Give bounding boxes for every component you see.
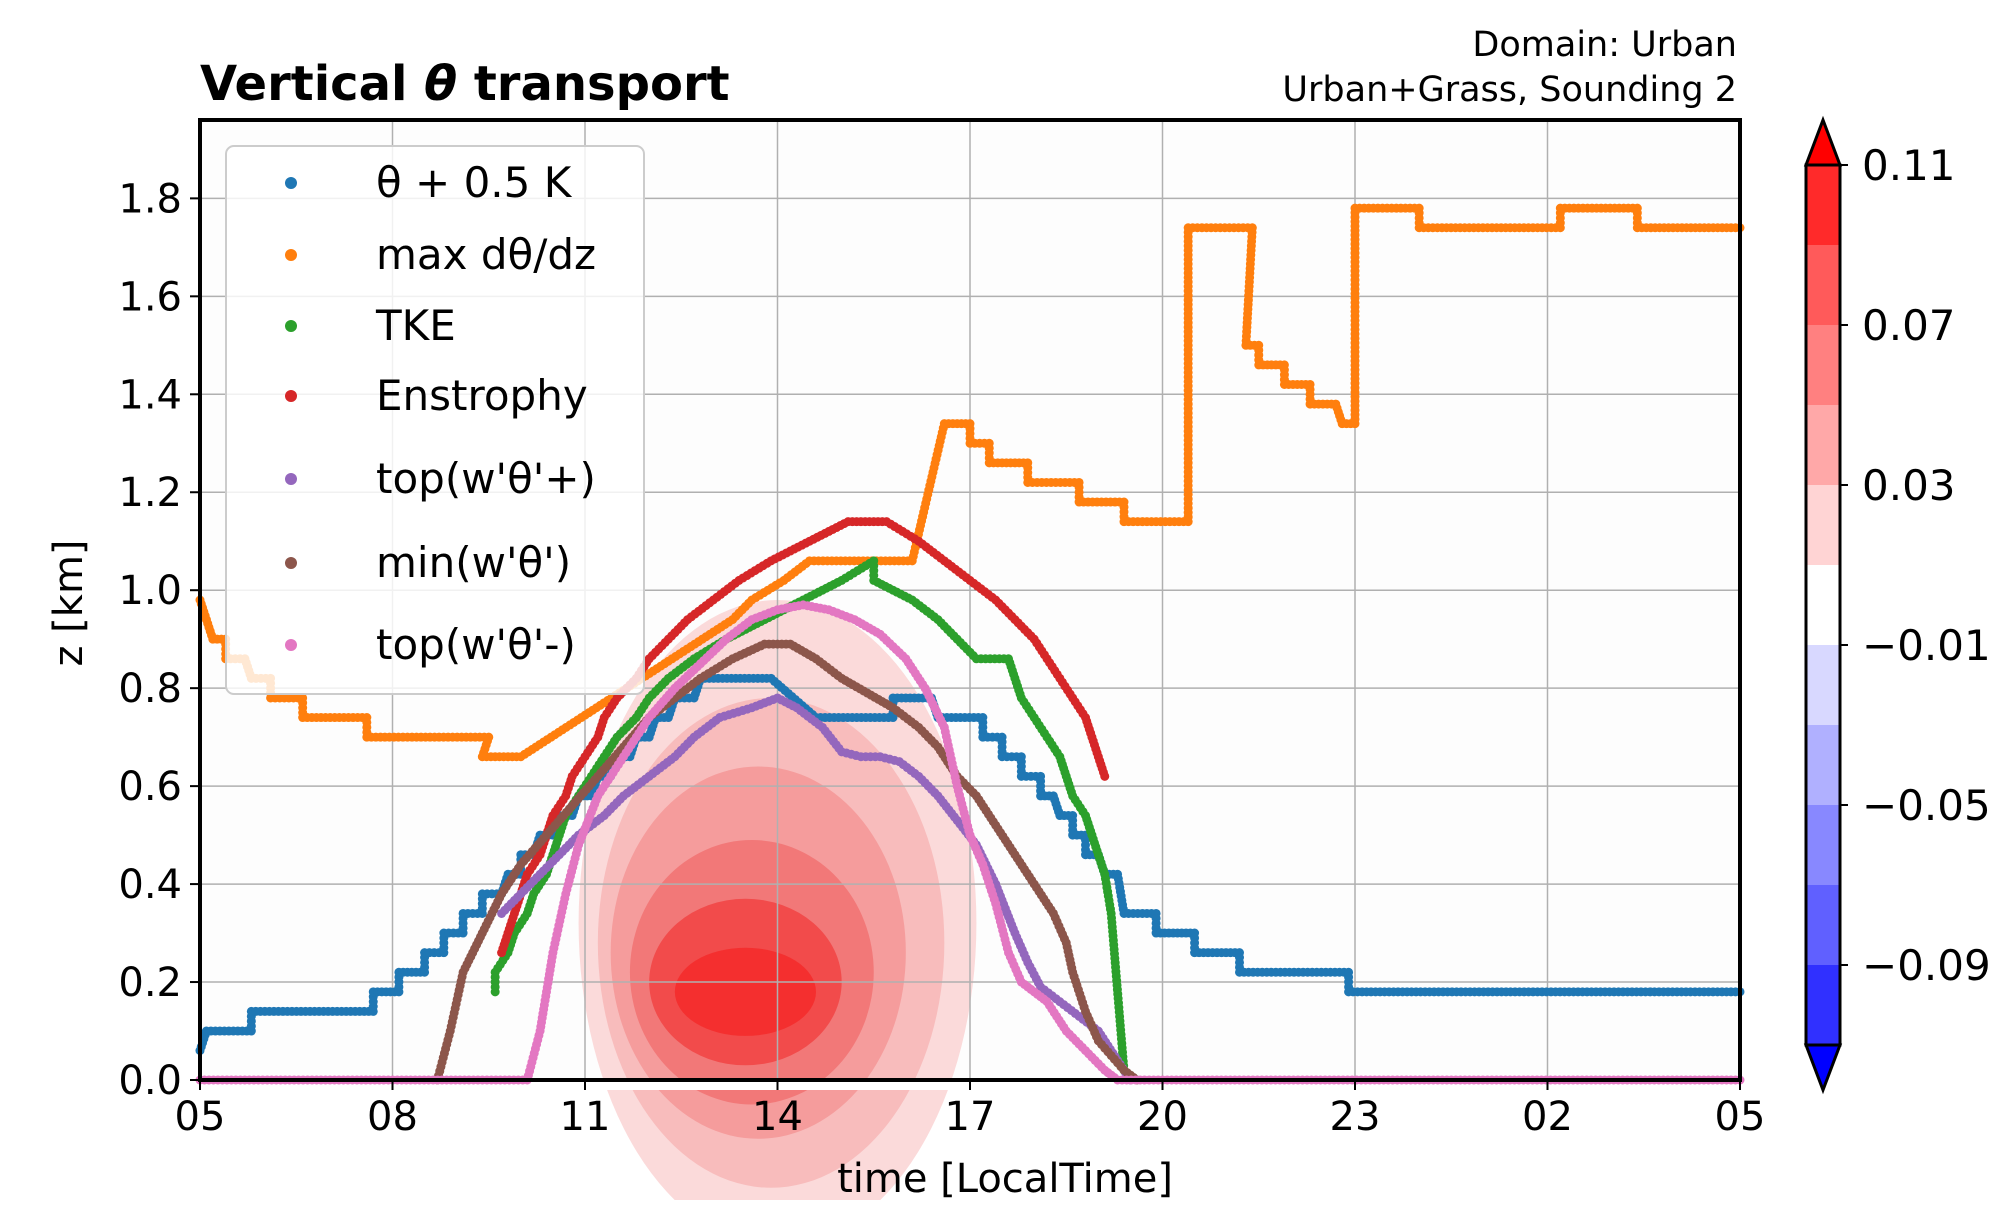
x-axis-label: time [LocalTime] <box>837 1156 1173 1200</box>
colorbar-extend-max <box>1803 115 1843 167</box>
x-tick-label-2: 11 <box>560 1094 611 1140</box>
colorbar-level-4 <box>1806 485 1840 566</box>
colorbar-level-8 <box>1806 805 1840 886</box>
subtitle-line-1: Domain: Urban <box>1472 25 1737 65</box>
y-tick-label-5: 1.0 <box>118 568 182 614</box>
x-tick-label-8: 05 <box>1715 1094 1766 1140</box>
y-tick-label-4: 0.8 <box>118 666 182 712</box>
colorbar-tick-label-1: 0.07 <box>1862 301 1956 350</box>
colorbar-tick-label-0: 0.11 <box>1862 141 1956 190</box>
legend-marker-tke <box>285 320 297 332</box>
x-tick-label-4: 17 <box>945 1094 996 1140</box>
series-enstrophy-point <box>1100 771 1110 781</box>
legend-marker-maxdtdz <box>285 249 297 261</box>
legend-marker-topwpos <box>285 473 297 485</box>
legend-label-topwpos: top(w'θ'+) <box>376 454 596 503</box>
x-tick-label-7: 02 <box>1522 1094 1573 1140</box>
legend-label-enstrophy: Enstrophy <box>376 371 588 420</box>
y-axis-label: z [km] <box>46 539 92 666</box>
legend-box <box>225 145 645 695</box>
legend-label-theta: θ + 0.5 K <box>376 158 573 207</box>
legend-label-maxdtdz: max dθ/dz <box>376 230 596 279</box>
y-tick-label-3: 0.6 <box>118 764 182 810</box>
colorbar-tick-label-4: −0.05 <box>1862 781 1991 830</box>
subtitle-line-2: Urban+Grass, Sounding 2 <box>1282 70 1737 110</box>
series-enstrophy <box>497 517 1110 958</box>
y-tick-label-7: 1.4 <box>118 372 182 418</box>
x-tick-label-6: 23 <box>1330 1094 1381 1140</box>
x-tick-label-3: 14 <box>752 1094 803 1140</box>
colorbar-level-3 <box>1806 405 1840 486</box>
series-maxdtdz <box>195 203 1745 762</box>
legend-label-tke: TKE <box>375 301 456 350</box>
colorbar-level-6 <box>1806 645 1840 726</box>
y-tick-label-9: 1.8 <box>118 176 182 222</box>
y-tick-label-2: 0.4 <box>118 862 182 908</box>
colorbar-level-0 <box>1806 165 1840 246</box>
legend-label-minw: min(w'θ') <box>376 538 571 587</box>
colorbar-level-10 <box>1806 965 1840 1046</box>
colorbar-tick-label-3: −0.01 <box>1862 621 1991 670</box>
legend-marker-minw <box>285 557 297 569</box>
legend-marker-enstrophy <box>285 390 297 402</box>
chart-title: Vertical θ transport <box>200 56 730 112</box>
legend-marker-topwneg <box>285 639 297 651</box>
colorbar-frame <box>1804 163 1842 1047</box>
colorbar-level-1 <box>1806 245 1840 326</box>
colorbar-level-5 <box>1806 565 1840 646</box>
colorbar-level-7 <box>1806 725 1840 806</box>
y-tick-label-0: 0.0 <box>118 1058 182 1104</box>
x-tick-label-1: 08 <box>367 1094 418 1140</box>
x-tick-label-0: 05 <box>175 1094 226 1140</box>
colorbar-tick-label-2: 0.03 <box>1862 461 1956 510</box>
legend-label-topwneg: top(w'θ'-) <box>376 620 576 669</box>
x-tick-label-5: 20 <box>1137 1094 1188 1140</box>
colorbar-level-2 <box>1806 325 1840 406</box>
y-tick-label-8: 1.6 <box>118 274 182 320</box>
legend-marker-theta <box>285 177 297 189</box>
y-tick-label-6: 1.2 <box>118 470 182 516</box>
heatmap-level-5 <box>674 947 817 1036</box>
colorbar-extend-min <box>1803 1043 1843 1095</box>
y-tick-label-1: 0.2 <box>118 960 182 1006</box>
colorbar-level-9 <box>1806 885 1840 966</box>
colorbar-tick-label-5: −0.09 <box>1862 941 1991 990</box>
